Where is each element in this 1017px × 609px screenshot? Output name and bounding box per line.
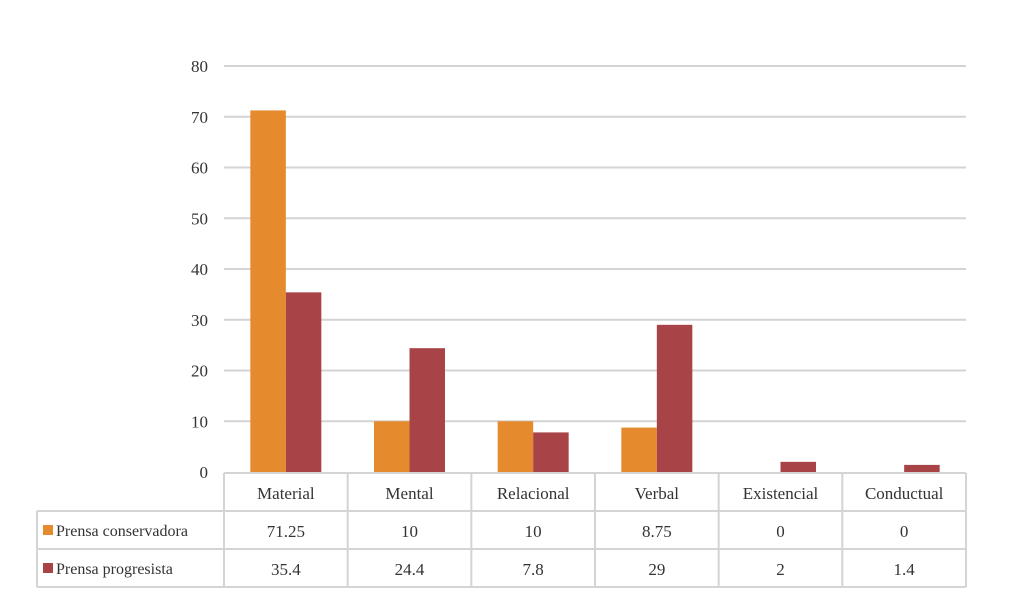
bars — [250, 110, 940, 472]
data-label-prensa-conservadora-existencial: 0 — [776, 522, 785, 541]
data-label-prensa-progresista-material: 35.4 — [271, 560, 301, 579]
bar-prensa-progresista-conductual — [904, 464, 940, 472]
bar-prensa-progresista-verbal — [656, 324, 693, 472]
legend-label-prensa-progresista: Prensa progresista — [56, 561, 173, 578]
bar-prensa-progresista-mental — [409, 348, 445, 472]
data-label-prensa-conservadora-verbal: 8.75 — [642, 522, 672, 541]
data-label-prensa-progresista-mental: 24.4 — [395, 560, 425, 579]
y-tick-label-30: 30 — [191, 311, 208, 330]
y-tick-label-40: 40 — [191, 260, 208, 279]
bar-prensa-conservadora-material — [250, 110, 286, 472]
data-label-prensa-conservadora-relacional: 10 — [525, 522, 542, 541]
category-label-conductual: Conductual — [865, 484, 944, 503]
y-tick-label-0: 0 — [200, 463, 209, 482]
legend-key-prensa-progresista — [43, 563, 53, 573]
category-label-existencial: Existencial — [743, 484, 819, 503]
bar-prensa-progresista-relacional — [533, 432, 569, 472]
category-label-relacional: Relacional — [497, 484, 570, 503]
data-label-prensa-conservadora-conductual: 0 — [900, 522, 909, 541]
gridlines — [224, 65, 966, 423]
category-label-mental: Mental — [385, 484, 433, 503]
y-tick-label-50: 50 — [191, 209, 208, 228]
legend-label-prensa-conservadora: Prensa conservadora — [56, 523, 188, 540]
data-label-prensa-progresista-relacional: 7.8 — [523, 560, 544, 579]
bar-prensa-progresista-material — [285, 292, 322, 472]
data-label-prensa-conservadora-material: 71.25 — [267, 522, 305, 541]
bar-prensa-progresista-existencial — [780, 461, 816, 472]
legend-key-prensa-conservadora — [43, 525, 53, 535]
data-label-prensa-conservadora-mental: 10 — [401, 522, 418, 541]
y-axis: 0 10 20 30 40 50 60 70 80 — [191, 57, 208, 482]
data-label-prensa-progresista-verbal: 29 — [648, 560, 665, 579]
category-label-material: Material — [257, 484, 315, 503]
bar-prensa-conservadora-mental — [374, 421, 410, 472]
bar-prensa-conservadora-verbal — [621, 427, 657, 472]
y-tick-label-60: 60 — [191, 159, 208, 178]
data-table: Material Mental Relacional Verbal Existencia… — [36, 472, 967, 588]
y-tick-label-70: 70 — [191, 108, 208, 127]
y-tick-label-80: 80 — [191, 57, 208, 76]
data-label-prensa-progresista-conductual: 1.4 — [894, 560, 916, 579]
category-label-verbal: Verbal — [635, 484, 680, 503]
bar-prensa-conservadora-relacional — [497, 421, 534, 472]
data-label-prensa-progresista-existencial: 2 — [776, 560, 785, 579]
y-tick-label-20: 20 — [191, 362, 208, 381]
y-tick-label-10: 10 — [191, 412, 208, 431]
